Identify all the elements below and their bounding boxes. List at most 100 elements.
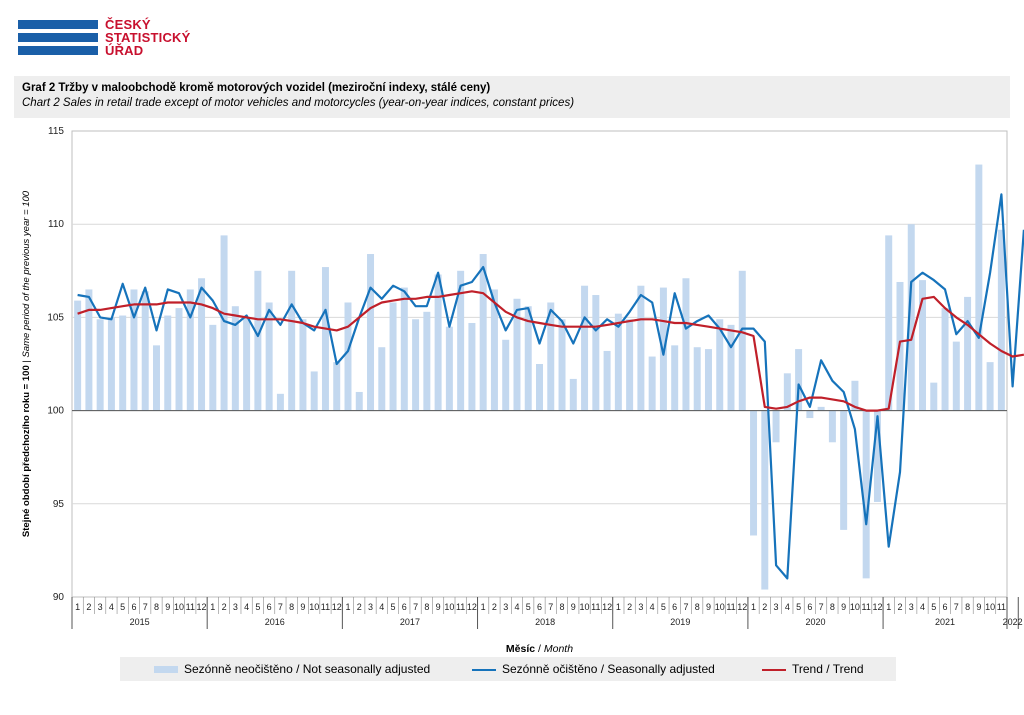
x-tick-month-label: 5 bbox=[120, 602, 125, 612]
x-tick-month-label: 7 bbox=[278, 602, 283, 612]
bar bbox=[141, 291, 149, 411]
legend-swatch-trend bbox=[762, 668, 786, 671]
y-tick-label: 90 bbox=[53, 592, 65, 603]
bar bbox=[389, 302, 397, 411]
bar bbox=[412, 319, 420, 411]
x-tick-month-label: 5 bbox=[931, 602, 936, 612]
x-year-label: 2021 bbox=[935, 617, 955, 627]
x-year-label: 2017 bbox=[400, 617, 420, 627]
x-tick-month-label: 10 bbox=[715, 602, 725, 612]
y-tick-label: 115 bbox=[48, 126, 64, 137]
x-tick-month-label: 8 bbox=[695, 602, 700, 612]
x-tick-month-label: 6 bbox=[672, 602, 677, 612]
bar bbox=[333, 362, 341, 411]
x-tick-month-label: 12 bbox=[467, 602, 477, 612]
y-tick-label: 100 bbox=[47, 406, 64, 417]
x-tick-month-label: 3 bbox=[368, 602, 373, 612]
x-tick-month-label: 8 bbox=[965, 602, 970, 612]
x-tick-month-label: 6 bbox=[537, 602, 542, 612]
x-tick-month-label: 2 bbox=[762, 602, 767, 612]
bar bbox=[817, 406, 825, 411]
x-year-label: 2016 bbox=[265, 617, 285, 627]
x-tick-month-label: 11 bbox=[321, 602, 330, 612]
x-tick-month-label: 3 bbox=[909, 602, 914, 612]
bar bbox=[907, 224, 915, 411]
bar bbox=[490, 289, 498, 411]
bar bbox=[704, 349, 712, 411]
bar bbox=[175, 308, 183, 411]
bar bbox=[378, 347, 386, 411]
bar bbox=[400, 287, 408, 411]
legend-swatch-bars bbox=[154, 666, 178, 674]
x-tick-month-label: 1 bbox=[481, 602, 486, 612]
x-tick-month-label: 12 bbox=[332, 602, 342, 612]
bar bbox=[592, 295, 600, 411]
x-tick-month-label: 6 bbox=[807, 602, 812, 612]
x-tick-month-label: 9 bbox=[706, 602, 711, 612]
x-tick-month-label: 12 bbox=[197, 602, 207, 612]
trend-line bbox=[77, 290, 1024, 412]
bar bbox=[119, 315, 127, 411]
bar bbox=[964, 296, 972, 411]
x-tick-month-label: 11 bbox=[591, 602, 600, 612]
bar bbox=[727, 324, 735, 411]
x-tick-month-label: 2 bbox=[86, 602, 91, 612]
x-tick-month-label: 3 bbox=[98, 602, 103, 612]
x-tick-month-label: 8 bbox=[560, 602, 565, 612]
x-tick-month-label: 1 bbox=[616, 602, 621, 612]
x-tick-month-label: 1 bbox=[210, 602, 215, 612]
bar bbox=[986, 362, 994, 411]
bar bbox=[772, 410, 780, 443]
bar bbox=[919, 280, 927, 411]
legend-label-trend: Trend / Trend bbox=[792, 662, 864, 676]
bar bbox=[806, 410, 814, 419]
bar bbox=[220, 235, 228, 411]
bar bbox=[445, 326, 453, 411]
x-tick-month-label: 5 bbox=[255, 602, 260, 612]
bar bbox=[975, 164, 983, 411]
chart-title-box: Graf 2 Tržby v maloobchodě kromě motorov… bbox=[14, 76, 1010, 118]
x-tick-month-label: 7 bbox=[143, 602, 148, 612]
bar bbox=[152, 345, 160, 411]
x-tick-month-label: 4 bbox=[785, 602, 790, 612]
x-tick-month-label: 3 bbox=[503, 602, 508, 612]
x-tick-month-label: 10 bbox=[985, 602, 995, 612]
bar bbox=[873, 410, 881, 502]
bar bbox=[716, 319, 724, 411]
bar bbox=[783, 373, 791, 411]
x-tick-month-label: 3 bbox=[638, 602, 643, 612]
bar bbox=[276, 393, 284, 411]
bar bbox=[851, 380, 859, 411]
x-tick-month-label: 5 bbox=[796, 602, 801, 612]
bar bbox=[930, 382, 938, 411]
x-tick-month-label: 4 bbox=[514, 602, 519, 612]
bar bbox=[750, 410, 758, 536]
x-tick-month-label: 7 bbox=[413, 602, 418, 612]
x-tick-month-label: 10 bbox=[850, 602, 860, 612]
x-tick-month-label: 12 bbox=[737, 602, 747, 612]
x-year-label: 2018 bbox=[535, 617, 555, 627]
bar bbox=[107, 317, 115, 411]
x-year-label: 2015 bbox=[130, 617, 150, 627]
x-tick-month-label: 9 bbox=[976, 602, 981, 612]
bar bbox=[524, 306, 532, 411]
bar bbox=[840, 410, 848, 530]
x-tick-month-label: 8 bbox=[289, 602, 294, 612]
x-tick-month-label: 6 bbox=[402, 602, 407, 612]
x-tick-month-label: 1 bbox=[345, 602, 350, 612]
bar bbox=[310, 371, 318, 411]
x-tick-month-label: 4 bbox=[650, 602, 655, 612]
x-tick-month-label: 10 bbox=[309, 602, 319, 612]
x-tick-month-label: 11 bbox=[862, 602, 871, 612]
y-tick-label: 110 bbox=[48, 219, 64, 230]
legend-item-bars: Sezónně neočištěno / Not seasonally adju… bbox=[154, 662, 430, 676]
legend-label-seasonal: Sezónně očištěno / Seasonally adjusted bbox=[502, 662, 715, 676]
bar bbox=[321, 267, 329, 411]
x-tick-month-label: 10 bbox=[580, 602, 590, 612]
bar bbox=[547, 302, 555, 411]
bar bbox=[671, 345, 679, 411]
bar bbox=[130, 289, 138, 411]
legend-swatch-seasonal bbox=[472, 668, 496, 671]
bar bbox=[693, 347, 701, 411]
y-axis-title: Stejné období předchozího roku = 100 | S… bbox=[21, 190, 32, 537]
